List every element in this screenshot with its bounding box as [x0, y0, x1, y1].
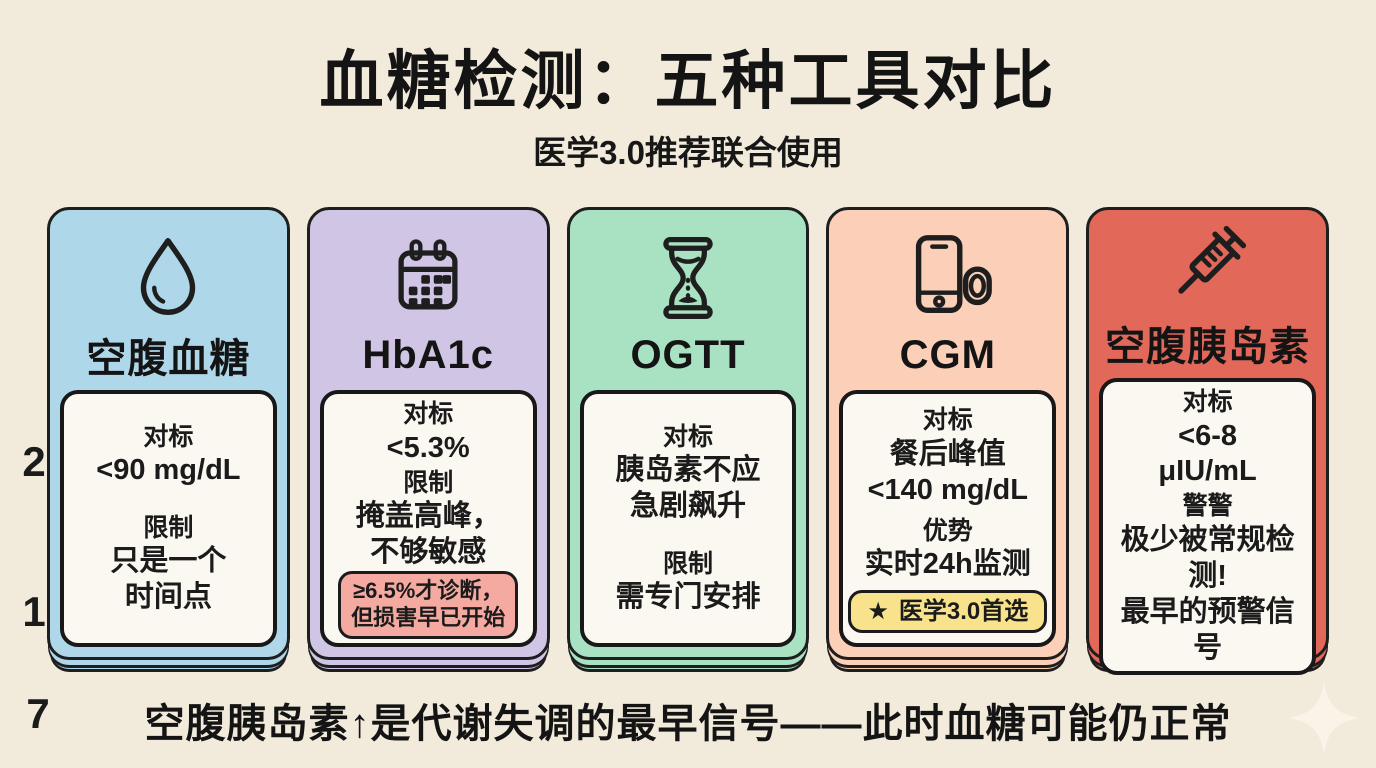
- footer-banner: 7 空腹胰岛素↑是代谢失调的最早信号——此时血糖可能仍正常: [0, 688, 1376, 752]
- benchmark-section: 对标 餐后峰值 <140 mg/dL: [867, 406, 1028, 506]
- card-panel: 对标 <90 mg/dL 限制 只是一个 时间点: [60, 390, 277, 647]
- limitation-section: 限制 需专门安排: [615, 549, 761, 614]
- cards-row: 空腹血糖 对标 <90 mg/dL 限制 只是一个 时间点: [47, 207, 1329, 675]
- margin-number-2: 2: [22, 438, 46, 485]
- limitation-section: 限制 掩盖高峰， 不够敏感: [355, 468, 501, 569]
- limitation-section: 限制 只是一个 时间点: [110, 513, 227, 614]
- footer-number: 7: [26, 690, 50, 737]
- card-cgm: CGM 对标 餐后峰值 <140 mg/dL 优势 实时24h监测 ★ 医学3.…: [826, 207, 1070, 660]
- card-panel: 对标 <6-8 μIU/mL 警警 极少被常规检测! 最早的预警信号: [1099, 378, 1316, 675]
- benchmark-section: 对标 <6-8 μIU/mL: [1158, 388, 1257, 488]
- card-fasting-glucose: 空腹血糖 对标 <90 mg/dL 限制 只是一个 时间点: [47, 207, 290, 660]
- card-ogtt: OGTT 对标 胰岛素不应 急剧飙升 限制 需专门安排: [566, 207, 810, 660]
- phone-sensor-icon: [915, 235, 992, 314]
- card-panel: 对标 <5.3% 限制 掩盖高峰， 不够敏感 ≥6.5%才诊断， 但损害早已开始: [319, 390, 537, 647]
- syringe-icon: [1177, 225, 1246, 294]
- card-title: HbA1c: [362, 332, 495, 377]
- card-title: CGM: [899, 332, 996, 377]
- page-title: 血糖检测：五种工具对比: [319, 45, 1057, 117]
- footer-text: 空腹胰岛素↑是代谢失调的最早信号——此时血糖可能仍正常: [144, 702, 1232, 746]
- water-drop-icon: [141, 238, 196, 315]
- star-icon: ★: [867, 597, 889, 625]
- page-subtitle: 医学3.0推荐联合使用: [533, 134, 843, 171]
- benchmark-section: 对标 <5.3%: [386, 400, 470, 464]
- hourglass-icon: [663, 236, 713, 320]
- benchmark-section: 对标 <90 mg/dL: [96, 422, 241, 487]
- advantage-section: 优势 实时24h监测: [864, 516, 1031, 581]
- card-title: 空腹血糖: [86, 337, 251, 381]
- margin-number-1: 1: [22, 588, 46, 635]
- diagnosis-warning-badge: ≥6.5%才诊断， 但损害早已开始: [338, 571, 519, 639]
- card-hba1c: HbA1c 对标 <5.3% 限制 掩盖高峰， 不够敏感 ≥6.5%才诊断， 但…: [306, 207, 550, 660]
- sparkle-icon: [1289, 683, 1359, 753]
- top-pick-label: 医学3.0首选: [898, 597, 1029, 625]
- card-title: OGTT: [630, 332, 746, 377]
- benchmark-section: 对标 胰岛素不应 急剧飙升: [615, 422, 761, 523]
- top-pick-badge: ★ 医学3.0首选: [848, 589, 1048, 633]
- calendar-icon: [398, 239, 458, 310]
- card-panel: 对标 胰岛素不应 急剧飙升 限制 需专门安排: [579, 390, 797, 647]
- warning-section: 警警 极少被常规检测! 最早的预警信号: [1120, 492, 1295, 664]
- card-fasting-insulin: 空腹胰岛素 对标 <6-8 μIU/mL 警警 极少被常规检测! 最早的预警信号: [1086, 207, 1329, 675]
- card-panel: 对标 餐后峰值 <140 mg/dL 优势 实时24h监测 ★ 医学3.0首选: [839, 390, 1057, 647]
- card-title: 空腹胰岛素: [1105, 325, 1311, 369]
